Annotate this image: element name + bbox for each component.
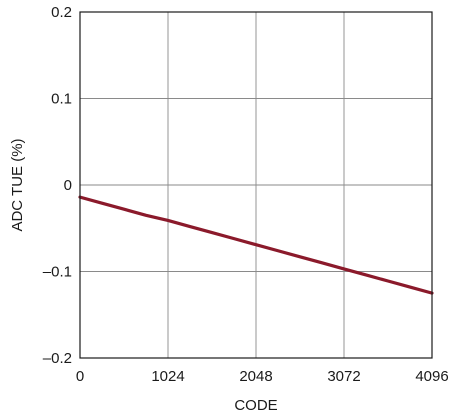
x-tick-label: 3072 — [327, 368, 360, 385]
x-tick-label: 0 — [76, 368, 84, 385]
y-axis-label: ADC TUE (%) — [9, 138, 26, 231]
plot-frame — [79, 11, 433, 359]
x-tick-label: 1024 — [151, 368, 184, 385]
x-tick-label: 2048 — [239, 368, 272, 385]
series-layer — [78, 195, 434, 295]
series-line-0 — [78, 195, 434, 295]
y-tick-label: 0.1 — [51, 91, 72, 108]
y-tick-labels: 0.2 0.1 0 –0.1 –0.2 — [43, 4, 72, 367]
y-tick-label: –0.1 — [43, 264, 72, 281]
grid-lines — [80, 12, 432, 358]
x-tick-label: 4096 — [415, 368, 448, 385]
y-tick-label: 0 — [64, 177, 72, 194]
x-axis-label: CODE — [234, 397, 277, 414]
y-tick-label: –0.2 — [43, 350, 72, 367]
x-tick-labels: 0 1024 2048 3072 4096 — [76, 368, 449, 385]
y-tick-label: 0.2 — [51, 4, 72, 21]
